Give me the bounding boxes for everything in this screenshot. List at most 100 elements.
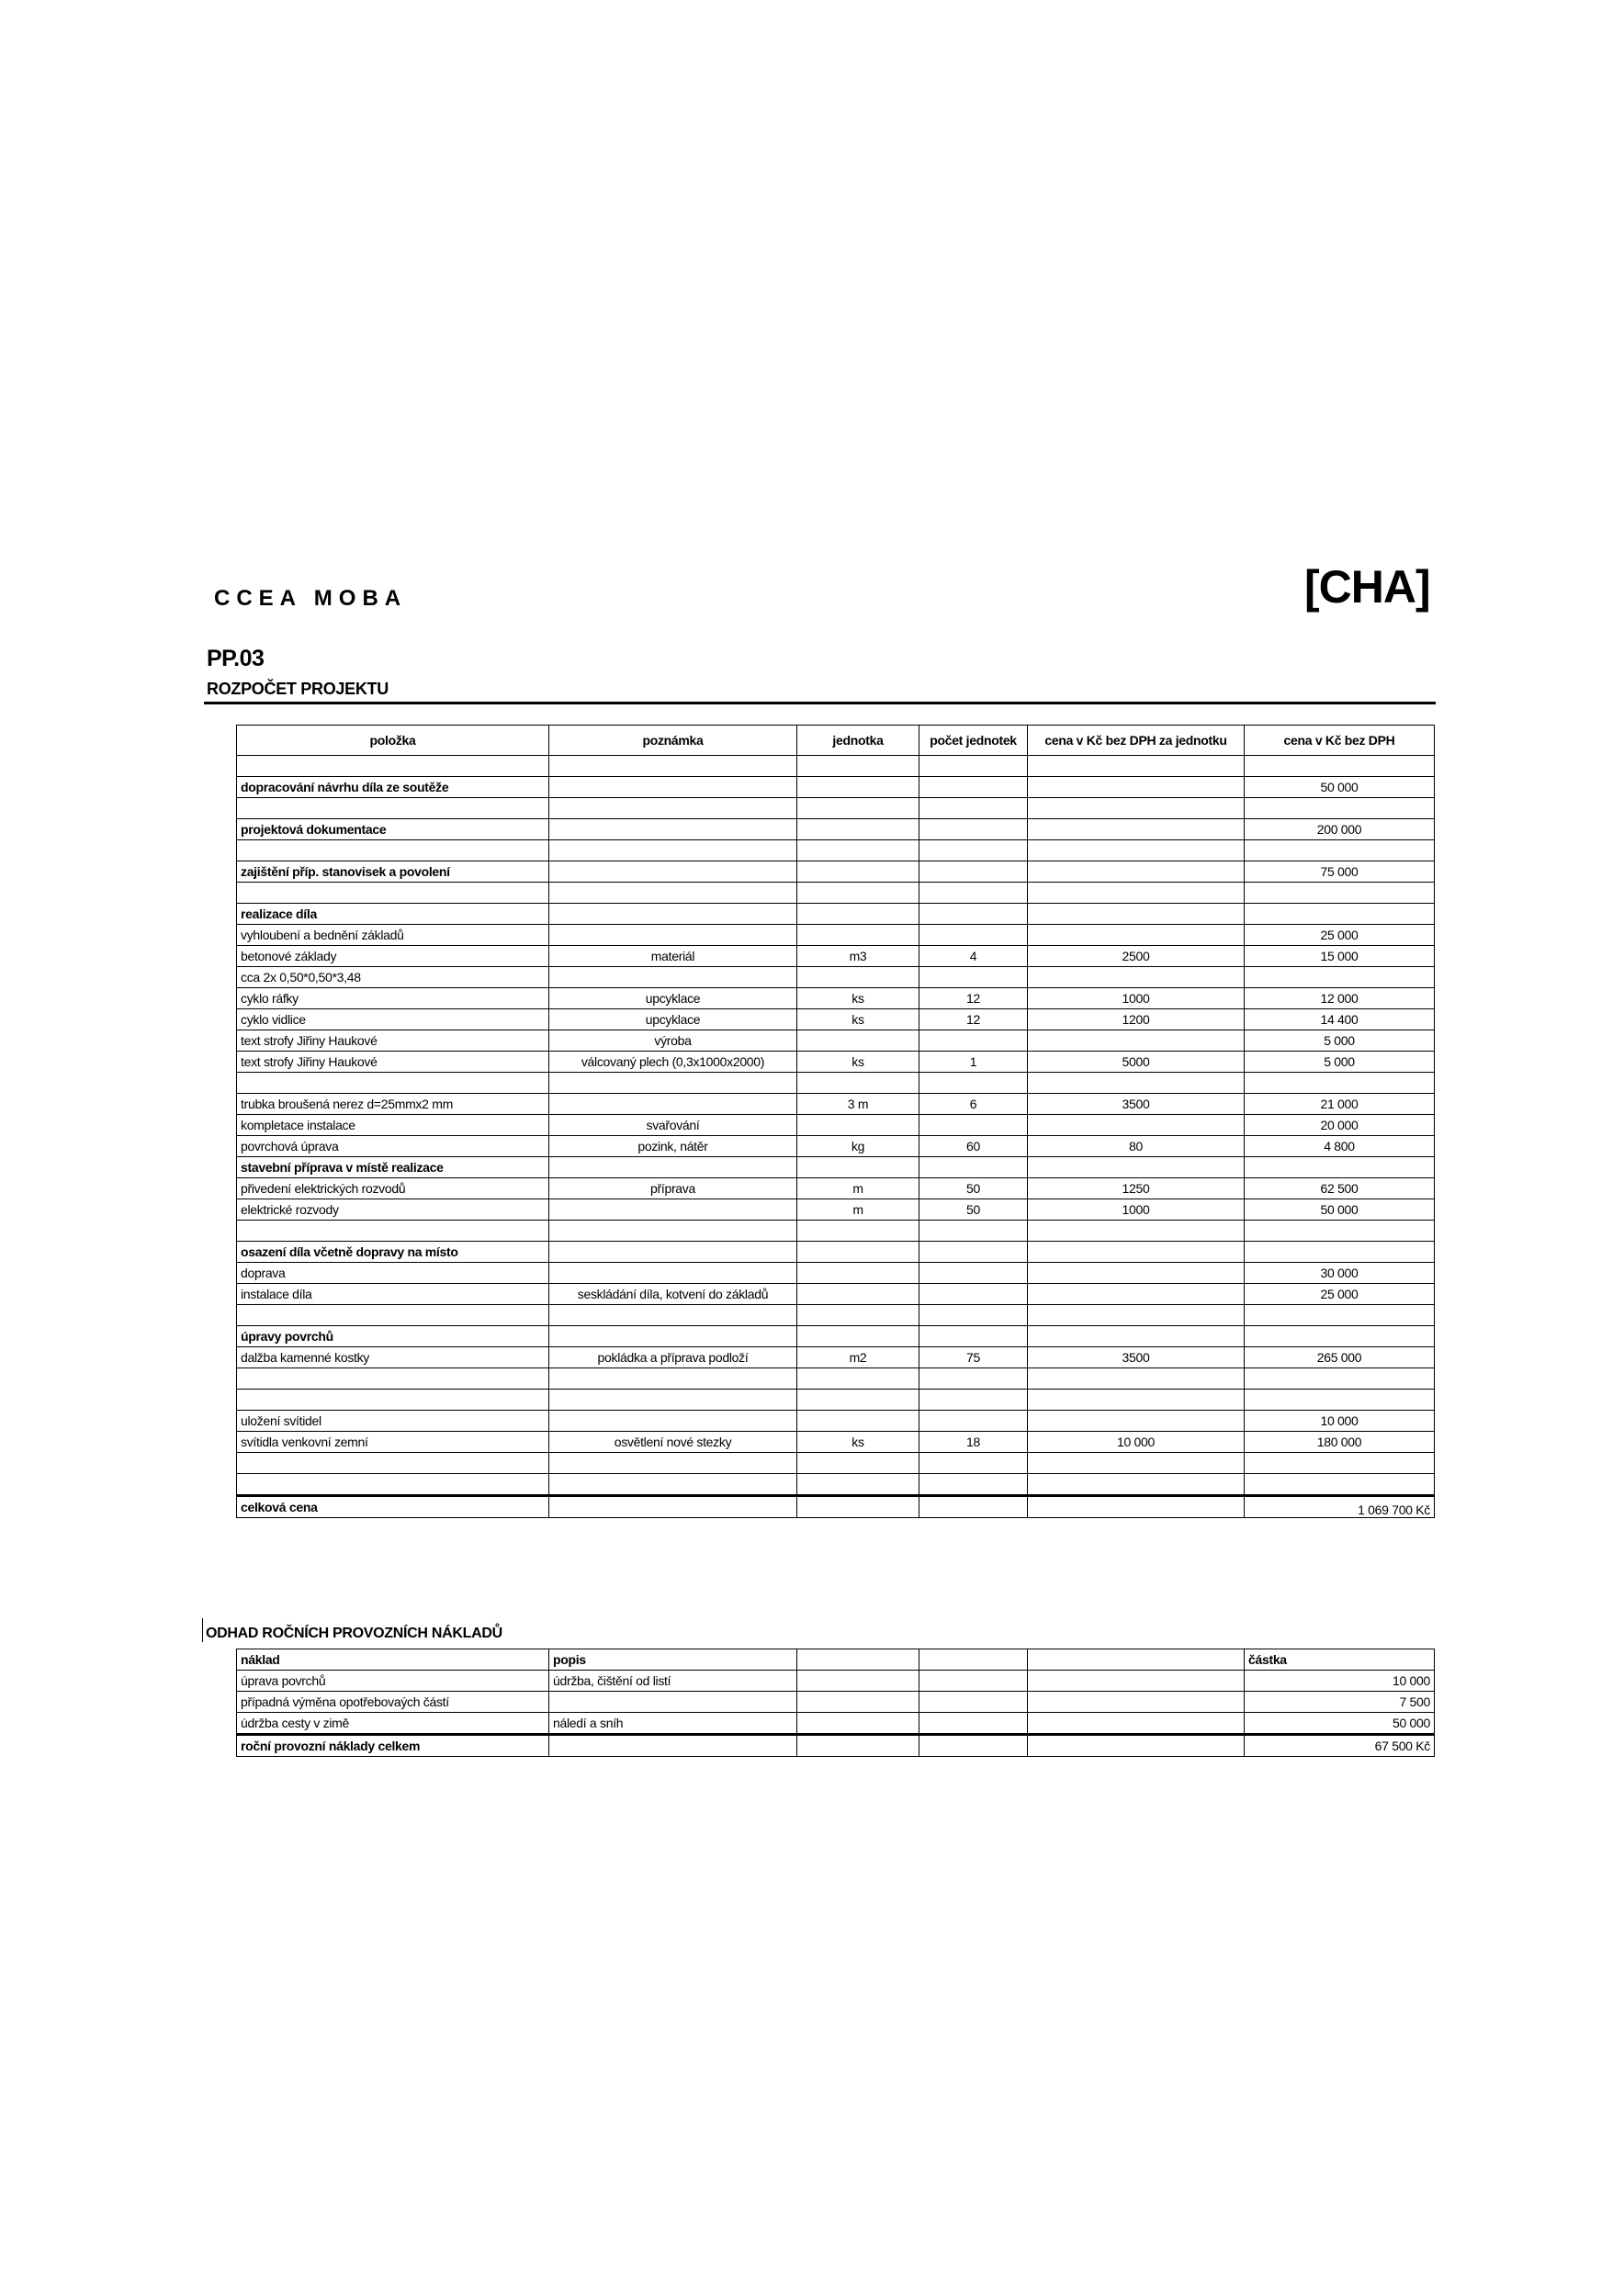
- table-cell: [796, 797, 919, 819]
- table-cell: [1244, 839, 1435, 861]
- table-cell: [548, 882, 797, 904]
- table-cell: [548, 755, 797, 777]
- title-divider: [204, 702, 1436, 704]
- table-cell: osvětlení nové stezky: [548, 1431, 797, 1453]
- table-cell: 50 000: [1244, 776, 1435, 798]
- table-cell: [1027, 1156, 1245, 1178]
- table-cell: [919, 1114, 1028, 1136]
- table-cell: povrchová úprava: [236, 1135, 549, 1157]
- table-cell: [919, 1389, 1028, 1411]
- table-cell: [919, 755, 1028, 777]
- table-row: [236, 1072, 1435, 1094]
- table-cell: projektová dokumentace: [236, 818, 549, 840]
- table-cell: [236, 882, 549, 904]
- table-cell: [919, 839, 1028, 861]
- table-cell: [1244, 1367, 1435, 1390]
- table-cell: [548, 1241, 797, 1263]
- table-cell: 1000: [1027, 987, 1245, 1009]
- table-row: povrchová úprava pozink, nátěr kg 60 80 4 800: [236, 1135, 1435, 1157]
- table-cell: 10 000: [1244, 1410, 1435, 1432]
- table-cell: 30 000: [1244, 1262, 1435, 1284]
- table-cell: [548, 1452, 797, 1474]
- table-cell: příprava: [548, 1177, 797, 1199]
- table-cell: [796, 1262, 919, 1284]
- table-cell: 12: [919, 1008, 1028, 1030]
- table-cell: [919, 1220, 1028, 1242]
- column-header: jednotka: [796, 725, 919, 756]
- table-cell: [919, 1712, 1028, 1735]
- table-cell: [1027, 1691, 1245, 1713]
- table-cell: cyklo vidlice: [236, 1008, 549, 1030]
- table-cell: [1027, 1452, 1245, 1474]
- table-cell: [796, 903, 919, 925]
- table-cell: 14 400: [1244, 1008, 1435, 1030]
- table-cell: 21 000: [1244, 1093, 1435, 1115]
- table-cell: [548, 1494, 797, 1518]
- table-cell: [919, 1649, 1028, 1671]
- table-cell: upcyklace: [548, 987, 797, 1009]
- table-cell: ks: [796, 987, 919, 1009]
- table-cell: elektrické rozvody: [236, 1199, 549, 1221]
- table-cell: cyklo ráfky: [236, 987, 549, 1009]
- total-row: roční provozní náklady celkem 67 500 Kč: [236, 1733, 1435, 1757]
- table-cell: [1027, 924, 1245, 946]
- table-cell: 67 500 Kč: [1244, 1733, 1435, 1757]
- table-cell: [548, 1325, 797, 1347]
- table-cell: [796, 1389, 919, 1411]
- table-cell: [548, 797, 797, 819]
- table-cell: [796, 861, 919, 883]
- table-cell: [1244, 755, 1435, 777]
- table-cell: ks: [796, 1051, 919, 1073]
- table-cell: 265 000: [1244, 1346, 1435, 1368]
- table-cell: [548, 776, 797, 798]
- table-cell: celková cena: [236, 1494, 549, 1518]
- column-header: položka: [236, 725, 549, 756]
- table-cell: trubka broušená nerez d=25mmx2 mm: [236, 1093, 549, 1115]
- table-cell: [548, 1473, 797, 1496]
- table-cell: [1027, 1410, 1245, 1432]
- table-cell: 15 000: [1244, 945, 1435, 967]
- table-cell: 6: [919, 1093, 1028, 1115]
- table-cell: [1244, 1473, 1435, 1496]
- table-cell: 7 500: [1244, 1691, 1435, 1713]
- table-row: betonové základy materiál m3 4 2500 15 000: [236, 945, 1435, 967]
- table-row: cyklo vidlice upcyklace ks 12 1200 14 400: [236, 1008, 1435, 1030]
- table-cell: [1027, 1733, 1245, 1757]
- table-cell: [1027, 1220, 1245, 1242]
- table-cell: [1027, 1283, 1245, 1305]
- table-cell: sesk­ládání díla, kotvení do základů: [548, 1283, 797, 1305]
- table-cell: [1244, 1072, 1435, 1094]
- table-cell: uložení svítidel: [236, 1410, 549, 1432]
- table-cell: [1027, 755, 1245, 777]
- table-row: [236, 839, 1435, 861]
- table-cell: 50 000: [1244, 1199, 1435, 1221]
- table-cell: [548, 839, 797, 861]
- table-cell: betonové základy: [236, 945, 549, 967]
- table-row: realizace díla: [236, 903, 1435, 925]
- table-row: dalžba kamenné kostky pokládka a příprava…: [236, 1346, 1435, 1368]
- table-cell: [1244, 1325, 1435, 1347]
- table-cell: [919, 1030, 1028, 1052]
- table-cell: 1250: [1027, 1177, 1245, 1199]
- table-cell: [919, 1691, 1028, 1713]
- table-cell: 75 000: [1244, 861, 1435, 883]
- table-row: vyhloubení a bednění základů 25 000: [236, 924, 1435, 946]
- operations-title: ODHAD ROČNÍCH PROVOZNÍCH NÁKLADŮ: [202, 1618, 502, 1642]
- table-cell: m2: [796, 1346, 919, 1368]
- table-cell: [796, 1649, 919, 1671]
- table-cell: [919, 1452, 1028, 1474]
- table-row: [236, 797, 1435, 819]
- budget-table: položka poznámka jednotka počet jednotek…: [236, 725, 1435, 1518]
- table-cell: [796, 776, 919, 798]
- table-cell: [1027, 1367, 1245, 1390]
- table-row: stavební příprava v místě realizace: [236, 1156, 1435, 1178]
- table-cell: [919, 818, 1028, 840]
- table-cell: [1027, 1072, 1245, 1094]
- table-cell: [548, 1691, 797, 1713]
- table-cell: [919, 1304, 1028, 1326]
- table-row: [236, 755, 1435, 777]
- table-row: cyklo ráfky upcyklace ks 12 1000 12 000: [236, 987, 1435, 1009]
- table-cell: [919, 1367, 1028, 1390]
- table-cell: [548, 818, 797, 840]
- table-cell: 50: [919, 1177, 1028, 1199]
